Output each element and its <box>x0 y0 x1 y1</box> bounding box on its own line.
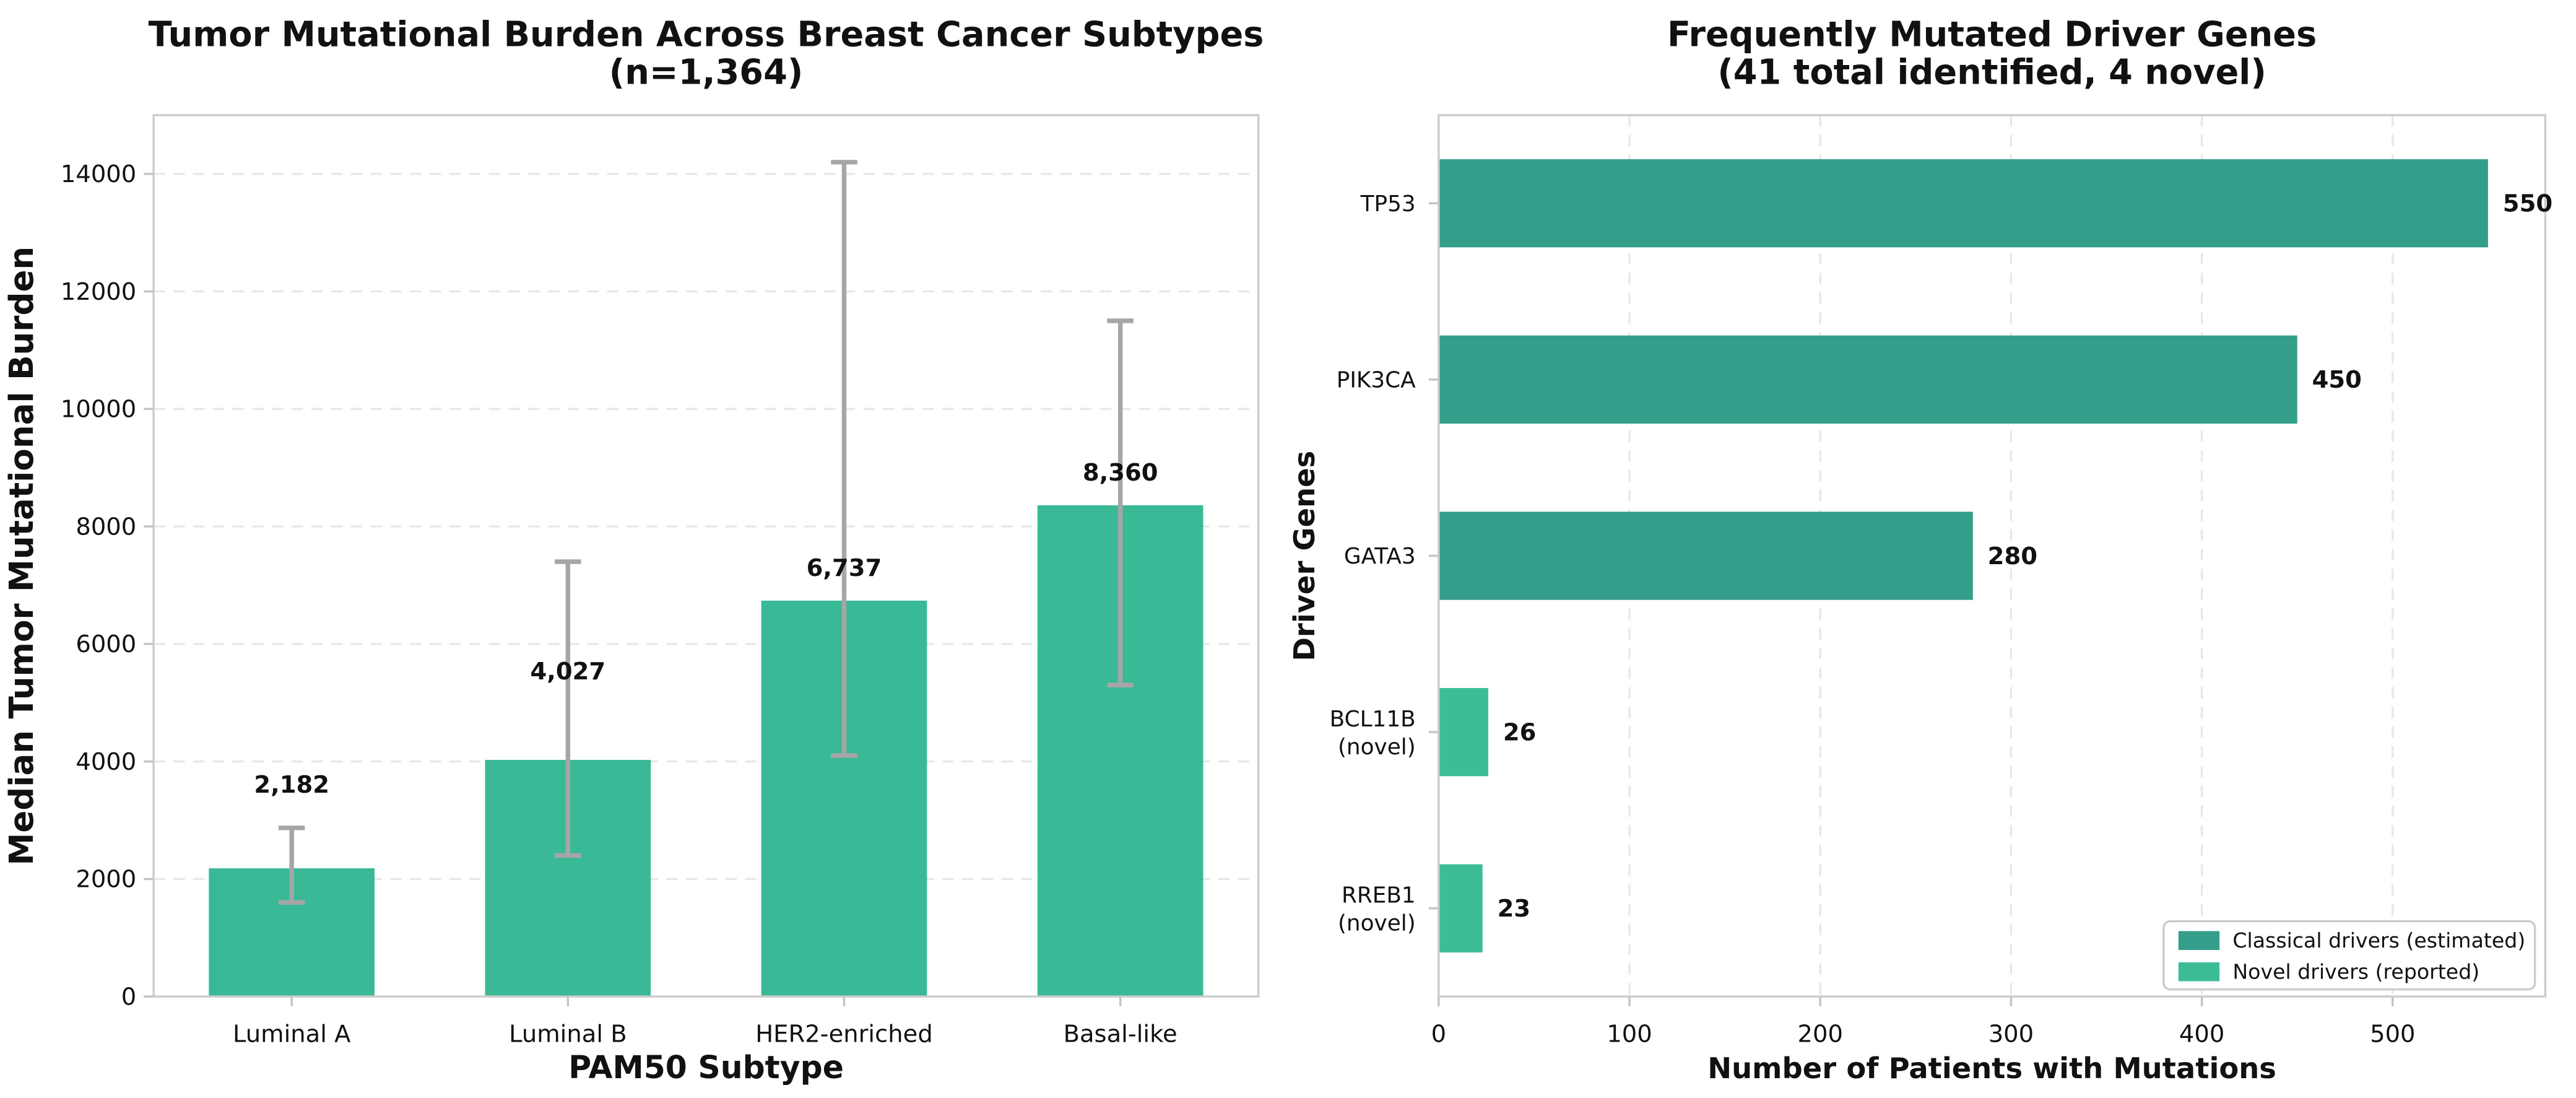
x-tick-label-500: 500 <box>2370 1021 2415 1048</box>
x-tick-label-200: 200 <box>1798 1021 1843 1048</box>
x-tick-label-luminal-a: Luminal A <box>233 1021 350 1048</box>
value-label-luminal-a: 2,182 <box>254 771 329 799</box>
driver-genes-bar-chart: 0 100 200 300 400 500 TP53 PIK3CA GATA3 BCL11B (no… <box>1288 14 2552 1085</box>
value-label-basal-like: 8,360 <box>1083 459 1158 487</box>
tmb-bar-chart: 0 2000 4000 6000 8000 10000 12000 14000 Luminal … <box>2 14 1264 1086</box>
x-tick-label-her2-enriched: HER2-enriched <box>755 1021 933 1048</box>
x-tick-label-300: 300 <box>1988 1021 2034 1048</box>
genes-value-labels: 550 450 280 26 23 <box>1498 190 2553 923</box>
x-tick-label-400: 400 <box>2179 1021 2224 1048</box>
tmb-subtitle: (n=1,364) <box>609 53 804 93</box>
y-tick-label-6000: 6000 <box>76 630 136 658</box>
genes-ticks: 0 100 200 300 400 500 TP53 PIK3CA GATA3 BCL11B (no… <box>1330 191 2416 1048</box>
legend-label-novel: Novel drivers (reported) <box>2232 959 2479 983</box>
y-tick-label-bcl11b: BCL11B (novel) <box>1330 707 1416 760</box>
value-label-bcl11b: 26 <box>1503 718 1537 746</box>
y-tick-label-0: 0 <box>121 983 136 1011</box>
value-label-gata3: 280 <box>1988 542 2037 570</box>
bar-pik3ca <box>1438 335 2297 424</box>
legend-box <box>2162 920 2536 991</box>
legend-label-classical: Classical drivers (estimated) <box>2232 928 2525 952</box>
tmb-plot-border <box>152 114 1260 998</box>
bar-bcl11b <box>1438 687 1488 777</box>
value-label-her2-enriched: 6,737 <box>807 554 882 582</box>
value-label-rreb1: 23 <box>1498 895 1531 923</box>
legend-swatch-classical <box>2178 931 2220 951</box>
legend-swatch-novel <box>2178 962 2220 982</box>
y-tick-label-tp53: TP53 <box>1360 191 1416 217</box>
y-tick-label-gata3: GATA3 <box>1344 544 1416 569</box>
x-tick-label-0: 0 <box>1431 1021 1446 1048</box>
y-tick-label-10000: 10000 <box>61 396 136 424</box>
tmb-x-axis-label: PAM50 Subtype <box>568 1049 844 1086</box>
tmb-ticks: 0 2000 4000 6000 8000 10000 12000 14000 Luminal … <box>61 160 1177 1048</box>
genes-legend: Classical drivers (estimated) Novel drive… <box>2162 920 2536 991</box>
x-tick-label-basal-like: Basal-like <box>1064 1021 1177 1048</box>
y-tick-label-12000: 12000 <box>61 278 136 306</box>
y-tick-label-pik3ca: PIK3CA <box>1337 368 1416 393</box>
genes-bars <box>1438 159 2488 952</box>
bar-tp53 <box>1438 159 2488 248</box>
y-tick-label-8000: 8000 <box>76 513 136 541</box>
value-label-luminal-b: 4,027 <box>531 658 606 686</box>
bar-gata3 <box>1438 512 1973 600</box>
tmb-gridlines <box>154 173 1259 881</box>
tmb-title: Tumor Mutational Burden Across Breast Ca… <box>149 14 1264 54</box>
tmb-error-bars <box>278 160 1134 905</box>
tmb-y-axis-label: Median Tumor Mutational Burden <box>2 246 41 866</box>
bar-rreb1 <box>1438 864 1483 952</box>
tmb-bars <box>209 505 1203 997</box>
genes-y-axis-label: Driver Genes <box>1288 451 1321 661</box>
genes-subtitle: (41 total identified, 4 novel) <box>1717 53 2266 93</box>
x-tick-label-100: 100 <box>1607 1021 1652 1048</box>
value-label-tp53: 550 <box>2503 190 2552 218</box>
y-tick-label-14000: 14000 <box>61 160 136 188</box>
tmb-value-labels: 2,182 4,027 6,737 8,360 <box>254 459 1158 799</box>
genes-title: Frequently Mutated Driver Genes <box>1667 14 2317 54</box>
x-tick-label-luminal-b: Luminal B <box>509 1021 627 1048</box>
genes-x-axis-label: Number of Patients with Mutations <box>1707 1052 2276 1085</box>
y-tick-label-4000: 4000 <box>76 748 136 776</box>
value-label-pik3ca: 450 <box>2312 366 2362 394</box>
y-tick-label-2000: 2000 <box>76 866 136 894</box>
y-tick-label-rreb1: RREB1 (novel) <box>1338 882 1416 936</box>
